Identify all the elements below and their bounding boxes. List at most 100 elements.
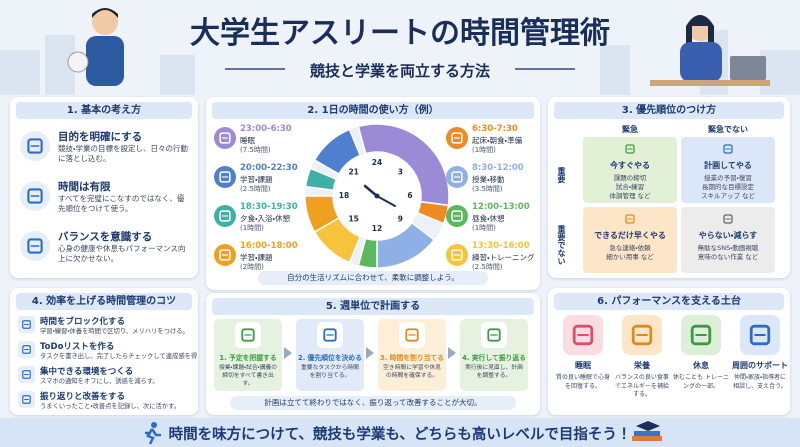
schedule-duration: (1時間) xyxy=(240,224,264,232)
quadrant-line: 無駄なSNS・動画視聴 xyxy=(697,244,759,252)
icon-glyph xyxy=(487,328,501,342)
tip-title: ToDoリストを作る xyxy=(40,342,115,352)
schedule-activity: 練習・トレーニング xyxy=(472,253,535,262)
icon xyxy=(18,341,35,358)
schedule-duration: (2時間) xyxy=(240,263,264,271)
schedule-time: 18:30-19:30 xyxy=(240,202,298,212)
icon-glyph xyxy=(451,132,463,144)
step-text: 空き時間に学習や休息の時間を確保する。 xyxy=(383,365,441,379)
subtitle: 競技と学業を両立する方法 xyxy=(309,62,490,80)
row-label: 重要 xyxy=(557,167,566,183)
foundation-title: 休息 xyxy=(693,361,709,370)
quadrant: やらない・減らす 無駄なSNS・動画視聴 意味のない作業 など xyxy=(681,207,775,273)
foundation-text: 質の良い睡眠で心身を回復する。 xyxy=(555,374,610,390)
schedule-arc xyxy=(304,195,340,234)
icon xyxy=(723,144,733,154)
icon-glyph xyxy=(572,324,594,346)
icon xyxy=(622,315,662,355)
schedule-duration: (2.5時間) xyxy=(472,263,503,271)
item-text: 心身の健康や休息もパフォーマンス向上に欠かせない。 xyxy=(58,244,186,263)
icon-glyph xyxy=(631,324,653,346)
icon xyxy=(235,322,261,348)
quadrant-line: 意味のない作業 など xyxy=(697,253,759,261)
quadrant-line: 長期的な目標設定 xyxy=(702,183,754,191)
icon xyxy=(214,166,236,188)
item-title: 目的を明確にする xyxy=(58,131,143,143)
item-text: すべてを完璧にこなすのではなく、優先順位をつけて使う。 xyxy=(58,194,185,213)
schedule-arc xyxy=(313,216,362,264)
panel-heading: 1. 基本の考え方 xyxy=(16,102,192,119)
icon-glyph xyxy=(405,328,419,342)
quadrant-line: スキルアップ など xyxy=(700,192,756,200)
panel: 4. 効率を上げる時間管理のコツ 時間をブロック化する 学習・練習・休養を時間で区切… xyxy=(10,288,198,415)
clock-hand xyxy=(363,184,379,198)
panel: 2. 1日の時間の使い方（例） 24 3 6 9 12 15 18 21 23:00-6:30 睡眠… xyxy=(206,97,540,290)
column-label: 緊急 xyxy=(622,125,638,134)
schedule-time: 13:30-16:00 xyxy=(472,241,530,251)
tip-text: スマホの通知をオフにし、誘惑を減らす。 xyxy=(40,378,159,385)
icon-glyph xyxy=(323,328,337,342)
quadrant-line: 体調管理 など xyxy=(609,192,651,200)
schedule-time: 16:00-18:00 xyxy=(240,241,298,251)
icon xyxy=(18,366,35,383)
icon xyxy=(18,391,35,408)
icon xyxy=(20,181,50,211)
icon xyxy=(625,144,635,154)
schedule-time: 8:30-12:00 xyxy=(472,163,524,173)
foundation-title: 周囲のサポート xyxy=(732,361,788,370)
icon-glyph xyxy=(690,324,712,346)
panel-heading: 2. 1日の時間の使い方（例） xyxy=(212,102,534,119)
quadrant: 今すぐやる 課題の締切 試合・練習 体調管理 など xyxy=(583,137,677,203)
icon xyxy=(481,322,507,348)
step-arrow xyxy=(366,347,374,359)
schedule-time: 6:30-7:30 xyxy=(472,124,518,134)
icon xyxy=(740,315,780,355)
icon xyxy=(18,316,35,333)
schedule-duration: (7.5時間) xyxy=(240,146,271,154)
panel-heading: 6. パフォーマンスを支える土台 xyxy=(554,293,784,310)
schedule-duration: (3.5時間) xyxy=(472,185,503,193)
icon-glyph xyxy=(22,320,31,329)
panel: 5. 週単位で計画する 1. 予定を把握する 授業・課題・試合・講義の締切をすべて書… xyxy=(206,293,540,415)
icon-glyph xyxy=(241,328,255,342)
icon-glyph xyxy=(723,214,733,224)
foundation-text: 休むことも トレーニングの一部。 xyxy=(673,374,729,390)
runner-icon xyxy=(145,422,161,445)
clock-label: 9 xyxy=(398,214,403,223)
icon-glyph xyxy=(451,171,463,183)
icon-glyph xyxy=(451,249,463,261)
clock-hand xyxy=(376,195,396,207)
schedule-time: 23:00-6:30 xyxy=(240,124,292,134)
footer-text: 時間を味方につけて、競技も学業も、どちらも高いレベルで目指そう！ xyxy=(168,427,632,443)
icon xyxy=(681,315,721,355)
step-card: 3. 時間を割り当てる空き時間に学習や休息の時間を確保する。 xyxy=(378,319,446,391)
icon-glyph xyxy=(749,324,771,346)
foundation-text: 仲間・家族・指導者に相談し、支え合う。 xyxy=(733,374,787,390)
schedule-arc xyxy=(313,128,362,176)
quadrant-line: 授業の予習・復習 xyxy=(704,174,752,182)
clock-label: 21 xyxy=(348,168,358,177)
step-title: 3. 時間を割り当てる xyxy=(379,354,445,362)
schedule-arc xyxy=(357,237,378,269)
schedule-duration: (1時間) xyxy=(472,146,496,154)
icon xyxy=(446,127,468,149)
tip-title: 集中できる環境をつくる xyxy=(40,367,134,377)
step-arrow xyxy=(284,347,292,359)
item-text: 競技・学業の目標を設定し、日々の行動に落とし込む。 xyxy=(58,144,189,163)
quadrant-line: 急な連絡・依頼 xyxy=(609,244,651,252)
clock-label: 12 xyxy=(372,224,382,233)
schedule-arc xyxy=(304,167,338,192)
step-card: 1. 予定を把握する 授業・課題・試合・講義の締切をすべて書き出す。 xyxy=(214,319,282,391)
schedule-duration: (1時間) xyxy=(472,224,496,232)
schedule-activity: 学習・課題 xyxy=(240,253,273,262)
step-title: 4. 実行して振り返る xyxy=(462,354,526,362)
icon xyxy=(20,231,50,261)
quadrant-title: やらない・減らす xyxy=(698,231,758,240)
weekly-note: 計画は立てて終わりではなく、振り返って改善することが大切。 xyxy=(230,396,516,410)
icon-glyph xyxy=(625,214,635,224)
step-card: 2. 優先順位を決める 重要なタスクから時間を割り当てる。 xyxy=(296,319,364,391)
foundation-title: 栄養 xyxy=(634,361,650,370)
icon xyxy=(625,214,635,224)
icon xyxy=(214,244,236,266)
schedule-time: 12:00-13:00 xyxy=(472,202,530,212)
